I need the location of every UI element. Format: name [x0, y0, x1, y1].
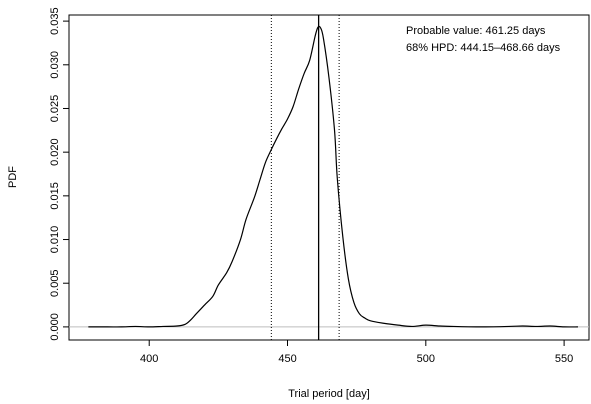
x-axis-title: Trial period [day]: [288, 388, 370, 400]
pdf-curve: [88, 25, 578, 328]
y-tick-label: 0.005: [49, 269, 61, 297]
y-tick-label: 0.015: [49, 182, 61, 210]
y-tick-label: 0.035: [49, 7, 61, 35]
x-tick-label: 400: [140, 353, 158, 365]
x-axis: 400 450 500 550: [140, 340, 573, 365]
x-tick-label: 550: [555, 353, 573, 365]
x-tick-label: 500: [417, 353, 435, 365]
y-tick-label: 0.025: [49, 95, 61, 123]
x-tick-label: 450: [278, 353, 296, 365]
y-tick-label: 0.020: [49, 138, 61, 166]
hpd-annotation: 68% HPD: 444.15–468.66 days: [406, 42, 561, 54]
probable-value-annotation: Probable value: 461.25 days: [406, 25, 546, 37]
plot-frame: [68, 14, 590, 341]
y-tick-label: 0.000: [49, 313, 61, 341]
y-tick-label: 0.010: [49, 226, 61, 254]
y-axis-title: PDF: [7, 166, 19, 188]
y-axis: 0.000 0.005 0.010 0.015 0.020 0.025 0.030 0.035: [49, 7, 69, 341]
y-tick-label: 0.030: [49, 51, 61, 79]
